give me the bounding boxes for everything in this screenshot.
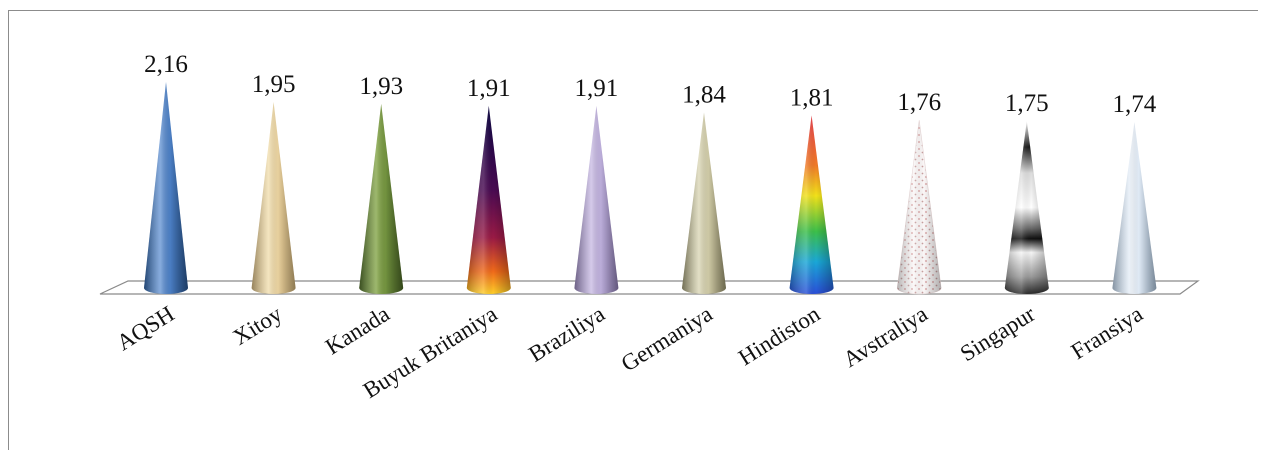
value-label-fransiya: 1,74 <box>1113 91 1157 118</box>
value-label-aqsh: 2,16 <box>144 51 188 78</box>
cone-germaniya <box>682 112 726 294</box>
value-label-braziliya: 1,91 <box>575 75 619 102</box>
cone-singapur <box>1004 121 1049 294</box>
value-label-hindiston: 1,81 <box>790 84 834 111</box>
cone-shading <box>1112 122 1157 294</box>
category-label-avstraliya: Avstraliya <box>839 301 932 372</box>
category-label-fransiya: Fransiya <box>1067 301 1147 364</box>
value-label-singapur: 1,75 <box>1005 90 1049 117</box>
category-label-singapur: Singapur <box>956 301 1040 366</box>
cone-buyuk-britaniya <box>466 105 511 294</box>
value-label-kanada: 1,93 <box>359 73 403 100</box>
value-label-xitoy: 1,95 <box>252 71 296 98</box>
value-label-germaniya: 1,84 <box>682 82 726 109</box>
cone-shading <box>1004 121 1049 294</box>
category-label-kanada: Kanada <box>321 301 394 359</box>
chart-frame <box>8 10 1258 450</box>
cone-shading <box>897 120 942 294</box>
cone-shading <box>251 102 296 295</box>
cone-avstraliya <box>896 120 942 295</box>
cone-braziliya <box>574 105 619 294</box>
value-label-buyuk-britaniya: 1,91 <box>467 75 511 102</box>
value-label-avstraliya: 1,76 <box>897 89 941 116</box>
cone-shading <box>144 82 188 294</box>
cone-aqsh <box>144 82 188 294</box>
cone-shading <box>574 105 619 294</box>
category-label-germaniya: Germaniya <box>617 301 717 376</box>
cone-fransiya <box>1112 122 1157 294</box>
cone-shading <box>466 105 511 294</box>
cone-xitoy <box>251 102 296 295</box>
cone-shading <box>789 115 834 294</box>
category-label-xitoy: Xitoy <box>229 301 287 350</box>
cone-hindiston <box>789 115 834 294</box>
cone-shading <box>682 112 726 294</box>
category-label-braziliya: Braziliya <box>524 301 609 367</box>
category-label-aqsh: AQSH <box>112 301 178 355</box>
cone-kanada <box>359 103 404 295</box>
category-label-hindiston: Hindiston <box>734 301 825 371</box>
cone-shading <box>359 103 404 295</box>
